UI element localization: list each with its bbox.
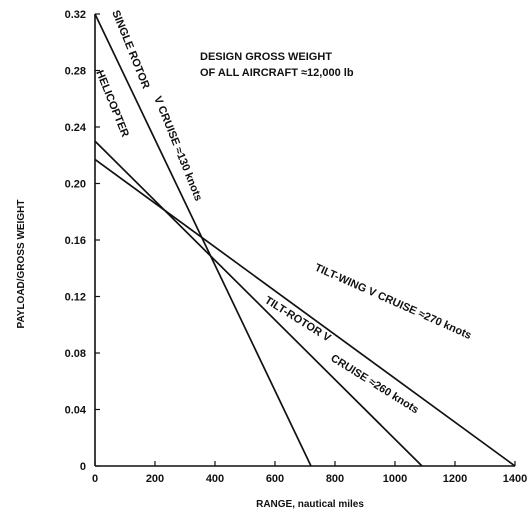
- label-tilt-wing: TILT-WING V CRUISE ≈270 knots: [313, 262, 473, 342]
- note-line-2: OF ALL AIRCRAFT ≈12,000 lb: [200, 67, 354, 79]
- x-tick-label: 600: [266, 473, 284, 485]
- y-tick-label: 0.04: [65, 405, 87, 417]
- series-line-3: [94, 158, 516, 467]
- tick-layer: 0 200 400 600 800 1000 1200 1400 0 0.04 0.08 0.12 0.…: [65, 9, 528, 485]
- series-layer: [94, 13, 516, 467]
- design-weight-note: DESIGN GROSS WEIGHT OF ALL AIRCRAFT ≈12,…: [200, 51, 354, 79]
- note-line-1: DESIGN GROSS WEIGHT: [200, 51, 332, 63]
- label-tilt-rotor: TILT-ROTOR V: [262, 294, 333, 344]
- y-axis-title: PAYLOAD/GROSS WEIGHT: [16, 200, 27, 329]
- x-tick-label: 400: [206, 473, 224, 485]
- label-tilt-rotor-cruise: CRUISE ≈260 knots: [328, 352, 420, 416]
- x-tick-label: 1000: [383, 473, 407, 485]
- y-tick-label: 0.32: [65, 9, 86, 21]
- series-line-2: [94, 140, 423, 467]
- plot-area: [94, 14, 515, 467]
- y-tick-label: 0.08: [65, 348, 86, 360]
- y-tick-label: 0.24: [65, 122, 87, 134]
- x-tick-label: 0: [92, 473, 98, 485]
- series-line-1: [94, 13, 312, 467]
- label-single-rotor: SINGLE ROTOR: [109, 9, 151, 91]
- x-tick-label: 1400: [503, 473, 527, 485]
- x-tick-label: 800: [326, 473, 344, 485]
- y-tick-label: 0.28: [65, 66, 86, 78]
- x-tick-label: 1200: [443, 473, 467, 485]
- y-tick-label: 0: [80, 461, 86, 473]
- x-axis-title: RANGE, nautical miles: [256, 499, 364, 510]
- x-tick-label: 200: [146, 473, 164, 485]
- y-tick-label: 0.20: [65, 179, 86, 191]
- y-tick-label: 0.12: [65, 292, 86, 304]
- y-tick-label: 0.16: [65, 235, 86, 247]
